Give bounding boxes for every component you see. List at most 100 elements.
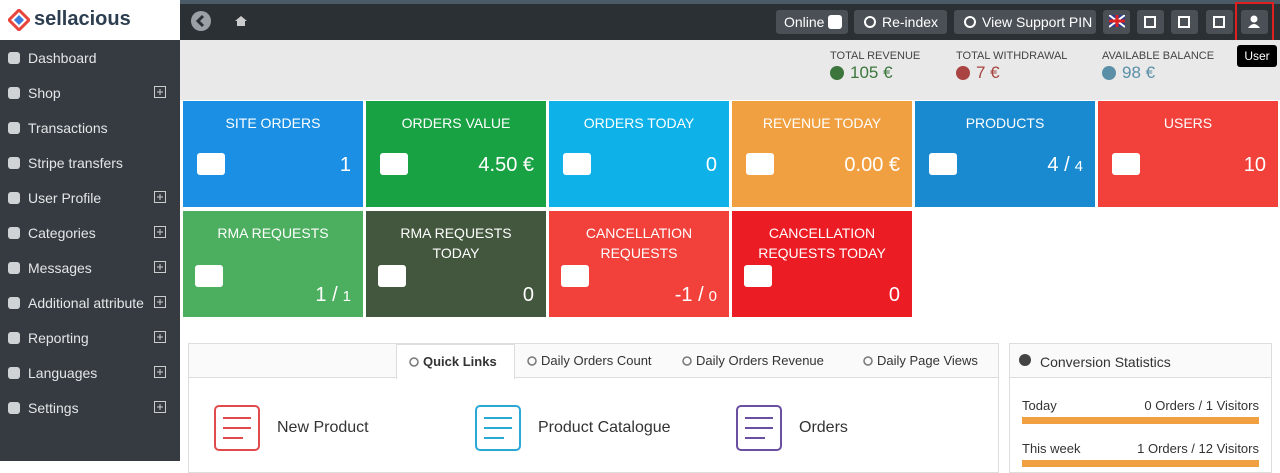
tile-title: ORDERS TODAY (583, 115, 695, 131)
stat-tile[interactable]: ORDERS TODAY 0 (549, 101, 729, 207)
icon-button[interactable] (1137, 10, 1164, 34)
icon (1213, 16, 1225, 28)
nav-item[interactable]: Categories (0, 215, 180, 250)
button-icon (964, 16, 976, 28)
tile-value: 0 (706, 154, 717, 177)
nav-item[interactable]: Languages (0, 355, 180, 390)
stat-label: TOTAL WITHDRAWAL (956, 50, 1068, 62)
user-button[interactable] (1235, 2, 1274, 42)
quick-link[interactable]: Orders (735, 402, 975, 458)
icon-button[interactable] (1171, 10, 1198, 34)
button-label: Re-index (882, 14, 939, 30)
stat-value: 105 € (850, 63, 893, 82)
value: 0 (888, 284, 900, 306)
nav-item[interactable]: Transactions (0, 110, 180, 145)
home-button[interactable] (234, 14, 248, 28)
nav-icon (8, 297, 20, 309)
stat-tile[interactable]: SITE ORDERS 1 (183, 101, 363, 207)
tile-title: ORDERS VALUE (401, 115, 511, 131)
toggle (828, 15, 842, 29)
progress-bar (1022, 417, 1259, 424)
icon-button[interactable] (1103, 10, 1130, 34)
toolbar-button[interactable]: View Support PIN (954, 10, 1096, 34)
stat-tile[interactable]: PRODUCTS 4 /4 (915, 101, 1095, 207)
quick-link-icon (475, 405, 521, 451)
nav-label: Shop (28, 85, 61, 101)
value: 0.00 € (844, 154, 900, 176)
nav-label: Languages (28, 365, 98, 381)
nav-icon (8, 52, 20, 64)
toolbar-button[interactable]: Online (776, 10, 848, 34)
period-value: 1 Orders / 12 Visitors (1137, 441, 1259, 456)
tab-bar: Quick Links Daily Orders Count Daily Order… (189, 344, 998, 379)
stat-label: AVAILABLE BALANCE (1102, 50, 1215, 62)
nav-label: Stripe transfers (28, 155, 123, 171)
period-label: Today (1022, 398, 1057, 413)
nav-label: Additional attribute (28, 295, 144, 311)
nav-item[interactable]: Additional attribute (0, 285, 180, 320)
icon-button[interactable] (1206, 10, 1233, 34)
stat-tile[interactable]: USERS 10 (1098, 101, 1278, 207)
value: 1 (339, 154, 351, 176)
topbar: Online Re-index View Support PIN (180, 0, 1280, 42)
tile-title: REVENUE TODAY (762, 115, 882, 131)
nav-item[interactable]: User Profile (0, 180, 180, 215)
tab-label: Daily Orders Count (541, 353, 652, 368)
nav-item[interactable]: Reporting (0, 320, 180, 355)
quick-link[interactable]: New Product (213, 402, 453, 458)
nav-item[interactable]: Stripe transfers (0, 145, 180, 180)
expand-icon (154, 191, 166, 203)
value-total: 4 (1074, 158, 1083, 175)
tab[interactable]: Daily Orders Count (515, 344, 670, 379)
nav-label: User Profile (28, 190, 102, 206)
expand-icon (154, 86, 166, 98)
stat-tile[interactable]: RMA REQUESTS 1 /1 (183, 211, 363, 317)
nav-item[interactable]: Dashboard (0, 40, 180, 75)
icon (1178, 16, 1190, 28)
quick-link-icon (736, 405, 782, 451)
tile-icon (929, 153, 957, 175)
button-label: View Support PIN (982, 14, 1093, 30)
quick-link-label: New Product (277, 419, 369, 436)
tile-title: RMA REQUESTS (217, 225, 329, 241)
tile-title: USERS (1163, 115, 1213, 131)
nav-label: Categories (28, 225, 96, 241)
tab[interactable]: Daily Page Views (851, 344, 997, 379)
quick-link-label: Orders (799, 419, 848, 436)
tab-icon (682, 356, 692, 366)
stat-tile[interactable]: RMA REQUESTS TODAY 0 (366, 211, 546, 317)
tab-icon (863, 356, 873, 366)
tile-icon (1112, 153, 1140, 175)
nav-item[interactable]: Settings (0, 390, 180, 425)
nav-item[interactable]: Shop (0, 75, 180, 110)
nav-label: Reporting (28, 330, 89, 346)
tab-icon (527, 356, 537, 366)
tile-title: CANCELLATION REQUESTS (585, 225, 693, 261)
stat-tile[interactable]: ORDERS VALUE 4.50 € (366, 101, 546, 207)
nav-item[interactable]: Messages (0, 250, 180, 285)
stat-tile[interactable]: CANCELLATION REQUESTS -1 /0 (549, 211, 729, 317)
tile-value: 0 (889, 284, 900, 307)
nav-icon (8, 192, 20, 204)
stat-tile[interactable]: REVENUE TODAY 0.00 € (732, 101, 912, 207)
period-label: This week (1022, 441, 1081, 456)
tile-icon (746, 153, 774, 175)
value-total: 1 (342, 288, 351, 305)
tiles: SITE ORDERS 1 ORDERS VALUE 4.50 € ORDERS TOD… (180, 100, 1280, 320)
tab[interactable]: Daily Orders Revenue (670, 344, 851, 379)
tab[interactable]: Quick Links (396, 344, 515, 379)
value: -1 / (674, 284, 704, 306)
tooltip: User (1237, 45, 1277, 67)
nav-icon (8, 227, 20, 239)
stat-icon (830, 66, 844, 80)
button-label: Online (784, 14, 825, 30)
quick-link[interactable]: Product Catalogue (474, 402, 714, 458)
back-button[interactable] (190, 10, 212, 32)
tab-label: Daily Page Views (877, 353, 978, 368)
header-icon (1019, 354, 1031, 366)
nav-icon (8, 402, 20, 414)
conversion-panel: Conversion Statistics Today 0 Orders / 1 V… (1009, 343, 1272, 473)
stat-tile[interactable]: CANCELLATION REQUESTS TODAY 0 (732, 211, 912, 317)
toolbar-button[interactable]: Re-index (854, 10, 947, 34)
logo-area: sellacious (0, 0, 180, 40)
